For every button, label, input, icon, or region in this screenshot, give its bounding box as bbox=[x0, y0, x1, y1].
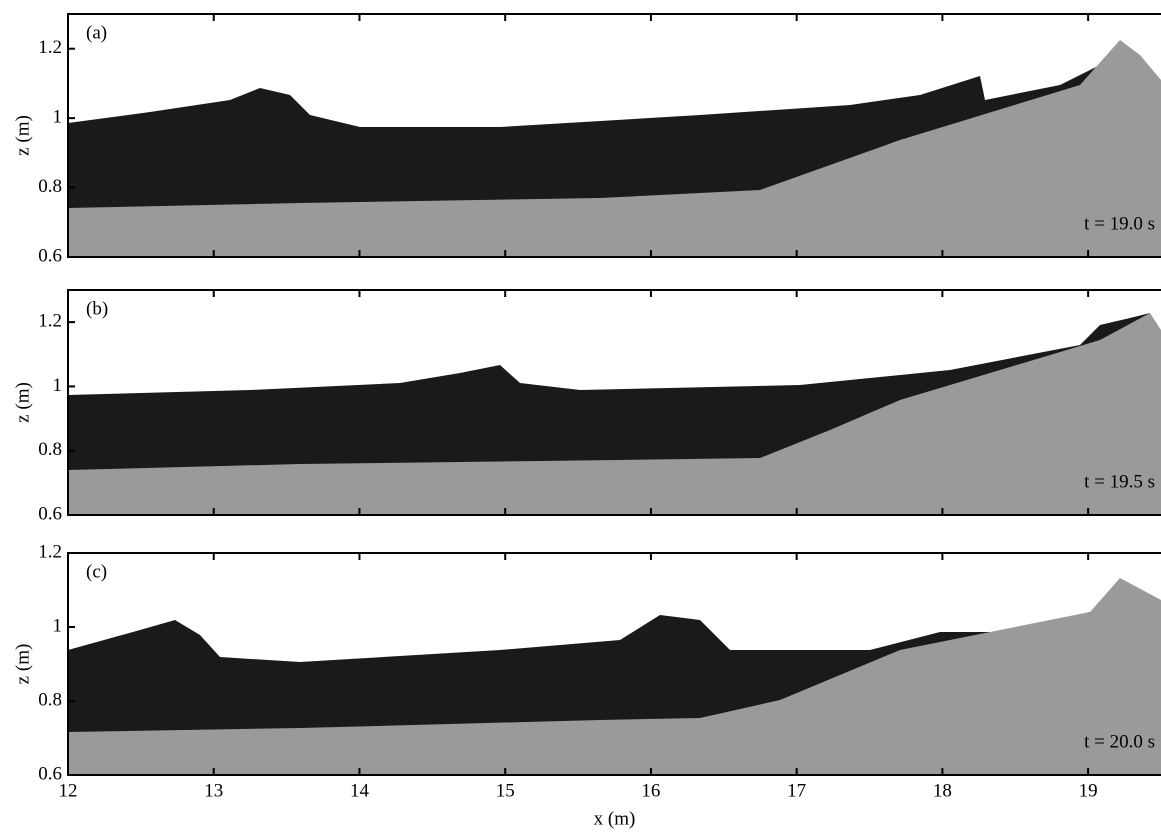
y-tick-label: 0.6 bbox=[38, 245, 62, 266]
x-tick-label: 19 bbox=[1079, 780, 1098, 801]
y-tick-label: 0.8 bbox=[38, 176, 62, 197]
time-label: t = 20.0 s bbox=[1084, 731, 1155, 752]
panel-c-image bbox=[68, 578, 1161, 775]
x-tick-label: 17 bbox=[787, 780, 806, 801]
y-tick-label: 0.8 bbox=[38, 689, 62, 710]
panel-label: (c) bbox=[86, 561, 107, 582]
x-tick-label: 16 bbox=[641, 780, 660, 801]
panel-b-image bbox=[68, 313, 1161, 515]
y-tick-label: 0.8 bbox=[38, 439, 62, 460]
x-tick-label: 13 bbox=[204, 780, 223, 801]
x-tick-label: 15 bbox=[496, 780, 515, 801]
y-tick-label: 1.2 bbox=[38, 37, 62, 58]
y-tick-label: 1.2 bbox=[38, 311, 62, 332]
panel-label: (a) bbox=[86, 22, 107, 43]
y-axis-label: z (m) bbox=[12, 382, 33, 423]
x-tick-label: 14 bbox=[350, 780, 370, 801]
y-axis-label: z (m) bbox=[12, 115, 33, 156]
panel-label: (b) bbox=[86, 298, 108, 319]
time-label: t = 19.0 s bbox=[1084, 213, 1155, 234]
y-tick-label: 1 bbox=[53, 107, 63, 128]
y-tick-label: 1 bbox=[53, 615, 63, 636]
panel-a-image bbox=[68, 40, 1161, 257]
y-tick-label: 0.6 bbox=[38, 503, 62, 524]
x-tick-label: 18 bbox=[933, 780, 952, 801]
time-label: t = 19.5 s bbox=[1084, 471, 1155, 492]
y-tick-label: 1 bbox=[53, 375, 63, 396]
y-tick-label: 1.2 bbox=[38, 541, 62, 562]
y-axis-label: z (m) bbox=[12, 644, 33, 685]
x-tick-label: 12 bbox=[59, 780, 78, 801]
figure: 0.6 0.8 1 1.2 (a) t = 19.0 s z (m) 0.6 0.8 1 1.2 (b… bbox=[0, 0, 1161, 833]
x-axis-label: x (m) bbox=[594, 808, 636, 829]
